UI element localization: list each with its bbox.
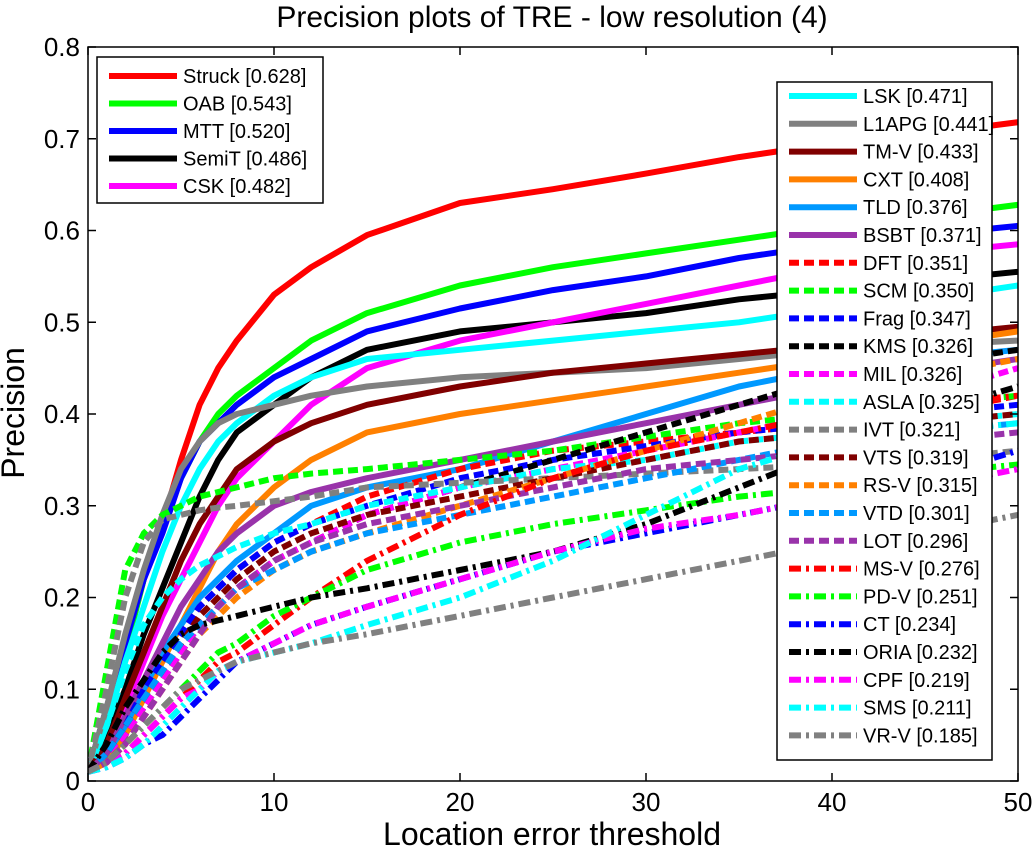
legend-entry-6: L1APG [0.441]: [863, 114, 994, 136]
legend-box: [776, 81, 993, 761]
series-layer: [88, 119, 1018, 775]
legend-entry-2: MTT [0.520]: [183, 121, 290, 143]
chart-title: Precision plots of TRE - low resolution …: [276, 1, 827, 34]
series-line-21: [88, 429, 1018, 775]
x-tick-label: 10: [260, 787, 289, 817]
x-tick-label: 50: [1004, 787, 1032, 817]
x-tick-label: 20: [446, 787, 475, 817]
legend-entry-5: LSK [0.471]: [863, 86, 968, 108]
legend-entry-25: ORIA [0.232]: [863, 642, 978, 664]
series-line-25: [88, 383, 1018, 774]
legend-entry-13: Frag [0.347]: [863, 308, 971, 330]
series-line-7: [88, 323, 1018, 774]
y-tick-label: 0.6: [44, 216, 80, 246]
legend-entry-14: KMS [0.326]: [863, 336, 973, 358]
legend-entry-20: VTD [0.301]: [863, 503, 970, 525]
y-axis-label: Precision: [0, 347, 31, 479]
series-line-28: [88, 511, 1018, 775]
legend-entry-3: SemiT [0.486]: [183, 149, 307, 171]
legend-entry-9: TLD [0.376]: [863, 197, 968, 219]
legend-entry-8: CXT [0.408]: [863, 169, 969, 191]
legend-entry-0: Struck [0.628]: [183, 66, 306, 88]
legend-entry-24: CT [0.234]: [863, 614, 956, 636]
x-tick-label: 40: [818, 787, 847, 817]
y-tick-label: 0.1: [44, 674, 80, 704]
series-line-6: [88, 337, 1018, 773]
legend-entry-21: LOT [0.296]: [863, 531, 968, 553]
legend-right: LSK [0.471] L1APG [0.441] TM-V [0.433] CXT …: [776, 81, 994, 761]
legend-top-left: Struck [0.628] OAB [0.543] MTT [0.520] Semi…: [96, 56, 324, 204]
legend-entry-22: MS-V [0.276]: [863, 559, 980, 581]
series-line-15: [88, 365, 1018, 774]
y-tick-label: 0.3: [44, 491, 80, 521]
series-line-5: [88, 282, 1018, 773]
legend-entry-26: CPF [0.219]: [863, 670, 970, 692]
legend-entry-15: MIL [0.326]: [863, 364, 962, 386]
legend-entry-27: SMS [0.211]: [863, 698, 972, 720]
y-tick-label: 0.2: [44, 583, 80, 613]
y-tick-label: 0.5: [44, 307, 80, 337]
legend-entry-16: ASLA [0.325]: [863, 392, 980, 414]
legend-entry-12: SCM [0.350]: [863, 281, 974, 303]
legend-entry-19: RS-V [0.315]: [863, 475, 978, 497]
x-tick-label: 30: [632, 787, 661, 817]
series-line-26: [88, 466, 1018, 775]
legend-entry-1: OAB [0.543]: [183, 94, 292, 116]
legend-entry-10: BSBT [0.371]: [863, 225, 982, 247]
y-tick-label: 0: [66, 766, 80, 796]
x-axis-label: Location error threshold: [383, 816, 721, 850]
legend-entry-23: PD-V [0.251]: [863, 586, 978, 608]
axis-ticks: 0 10 20 30 40 50 0 0.1 0.2 0.3 0.4 0.5 0.6 0.7 0.8: [44, 32, 1032, 817]
legend-entry-17: IVT [0.321]: [863, 420, 960, 442]
y-tick-label: 0.8: [44, 32, 80, 62]
y-tick-label: 0.7: [44, 124, 80, 154]
legend-entry-7: TM-V [0.433]: [863, 142, 979, 164]
legend-entry-28: VR-V [0.185]: [863, 725, 978, 747]
series-line-23: [88, 461, 1018, 775]
legend-entry-11: DFT [0.351]: [863, 253, 968, 275]
legend-entry-4: CSK [0.482]: [183, 176, 291, 198]
series-line-20: [88, 420, 1018, 774]
y-tick-label: 0.4: [44, 399, 80, 429]
x-tick-label: 0: [81, 787, 95, 817]
legend-entry-18: VTS [0.319]: [863, 447, 969, 469]
